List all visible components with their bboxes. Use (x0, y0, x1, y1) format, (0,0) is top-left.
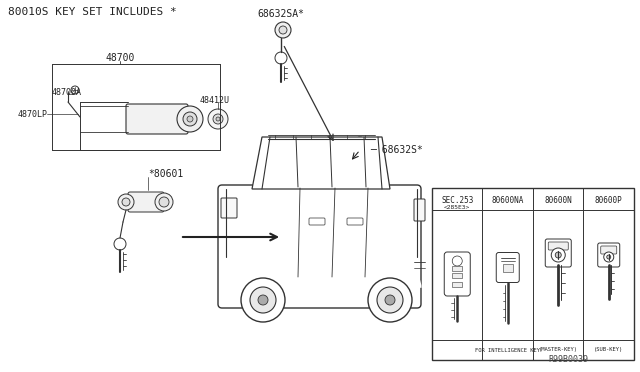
Circle shape (279, 26, 287, 34)
Circle shape (258, 295, 268, 305)
Circle shape (187, 116, 193, 122)
Text: 4870LP: 4870LP (18, 109, 48, 119)
FancyBboxPatch shape (126, 104, 188, 134)
Circle shape (385, 295, 395, 305)
Bar (452, 282, 462, 287)
Circle shape (357, 141, 363, 147)
Circle shape (118, 194, 134, 210)
Text: <285E3>: <285E3> (444, 205, 470, 209)
Circle shape (368, 278, 412, 322)
FancyBboxPatch shape (601, 246, 617, 254)
FancyBboxPatch shape (128, 192, 164, 212)
Circle shape (353, 137, 367, 151)
FancyBboxPatch shape (496, 253, 519, 282)
Text: SEC.253: SEC.253 (441, 196, 474, 205)
Text: 80010S KEY SET INCLUDES *: 80010S KEY SET INCLUDES * (8, 7, 177, 17)
Circle shape (177, 106, 203, 132)
FancyBboxPatch shape (347, 218, 363, 225)
Text: (MASTER-KEY): (MASTER-KEY) (539, 347, 578, 353)
Circle shape (452, 256, 462, 266)
Circle shape (377, 287, 403, 313)
Circle shape (155, 193, 173, 211)
Text: 48700: 48700 (106, 53, 134, 63)
Polygon shape (252, 137, 390, 189)
Text: 80600N: 80600N (545, 196, 572, 205)
Text: 48412U: 48412U (200, 96, 230, 105)
Text: R99B0039: R99B0039 (548, 356, 588, 365)
FancyBboxPatch shape (218, 185, 421, 308)
FancyBboxPatch shape (309, 218, 325, 225)
Circle shape (216, 117, 220, 121)
Circle shape (607, 255, 611, 259)
Text: 48700A: 48700A (52, 87, 82, 96)
Circle shape (250, 287, 276, 313)
Circle shape (213, 114, 223, 124)
Circle shape (556, 252, 561, 258)
FancyBboxPatch shape (414, 199, 425, 221)
FancyBboxPatch shape (444, 252, 470, 296)
Circle shape (71, 86, 79, 94)
Circle shape (159, 197, 169, 207)
Circle shape (604, 252, 614, 262)
FancyBboxPatch shape (548, 242, 568, 250)
FancyBboxPatch shape (545, 239, 572, 267)
Text: 80600P: 80600P (595, 196, 623, 205)
Text: 80600NA: 80600NA (492, 196, 524, 205)
Text: FOR INTELLIGENCE KEY: FOR INTELLIGENCE KEY (476, 347, 540, 353)
Circle shape (122, 198, 130, 206)
Circle shape (275, 22, 291, 38)
Circle shape (241, 278, 285, 322)
FancyBboxPatch shape (221, 198, 237, 218)
Circle shape (208, 109, 228, 129)
Bar (452, 266, 462, 271)
Text: ─ 68632S*: ─ 68632S* (370, 145, 423, 155)
Text: (SUB-KEY): (SUB-KEY) (594, 347, 623, 353)
Text: 68632SA*: 68632SA* (257, 9, 304, 19)
Bar (452, 273, 462, 278)
Circle shape (183, 112, 197, 126)
FancyBboxPatch shape (598, 243, 620, 267)
Circle shape (551, 248, 565, 262)
Text: *80601: *80601 (148, 169, 183, 179)
Bar (503, 264, 513, 272)
Bar (432, 188, 634, 360)
